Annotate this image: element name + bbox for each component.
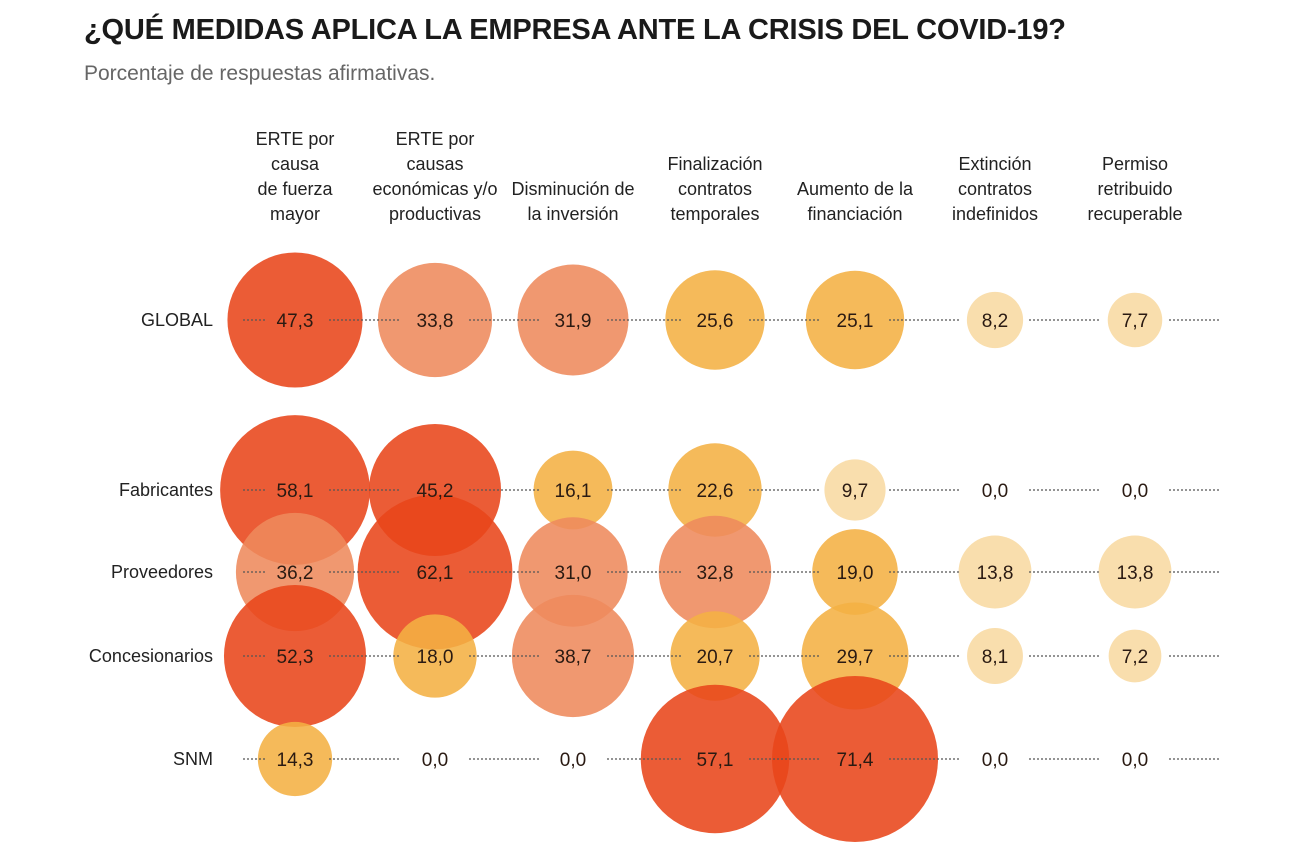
column-header: la inversión bbox=[527, 204, 618, 224]
column-header: Disminución de bbox=[511, 179, 634, 199]
bubble bbox=[668, 443, 762, 537]
value-label: 0,0 bbox=[1122, 750, 1148, 771]
column-header: retribuido bbox=[1097, 179, 1172, 199]
column-header: Finalización bbox=[667, 154, 762, 174]
bubble bbox=[772, 676, 938, 842]
value-label: 38,7 bbox=[555, 647, 592, 668]
column-header: ERTE por bbox=[256, 129, 335, 149]
value-label: 32,8 bbox=[697, 563, 734, 584]
value-label: 20,7 bbox=[697, 647, 734, 668]
column-header: causas bbox=[406, 154, 463, 174]
row-label: Proveedores bbox=[111, 562, 213, 582]
value-label: 7,7 bbox=[1122, 311, 1148, 332]
value-label: 13,8 bbox=[977, 563, 1014, 584]
value-label: 0,0 bbox=[1122, 481, 1148, 502]
column-header: financiación bbox=[807, 204, 902, 224]
bubble bbox=[966, 291, 1024, 349]
bubble bbox=[1107, 292, 1163, 348]
bubble bbox=[665, 270, 765, 370]
column-header: económicas y/o bbox=[372, 179, 497, 199]
value-label: 14,3 bbox=[277, 750, 314, 771]
value-label: 33,8 bbox=[417, 311, 454, 332]
bubble bbox=[805, 270, 905, 370]
column-header: temporales bbox=[670, 204, 759, 224]
value-label: 18,0 bbox=[417, 647, 454, 668]
value-label: 16,1 bbox=[555, 481, 592, 502]
value-label: 58,1 bbox=[277, 481, 314, 502]
bubble bbox=[958, 535, 1032, 609]
row-label: SNM bbox=[173, 749, 213, 769]
column-header: causa bbox=[271, 154, 320, 174]
bubble bbox=[670, 611, 760, 701]
column-header: mayor bbox=[270, 204, 320, 224]
column-header: ERTE por bbox=[396, 129, 475, 149]
value-label: 31,9 bbox=[555, 311, 592, 332]
column-header: Extinción bbox=[958, 154, 1031, 174]
column-header: recuperable bbox=[1087, 204, 1182, 224]
dotted-guides bbox=[243, 319, 1220, 760]
value-label: 0,0 bbox=[422, 750, 448, 771]
bubble bbox=[967, 628, 1023, 684]
value-label: 8,2 bbox=[982, 311, 1008, 332]
value-label: 52,3 bbox=[277, 647, 314, 668]
bubbles bbox=[220, 252, 1172, 842]
column-header: contratos bbox=[958, 179, 1032, 199]
column-header: Aumento de la bbox=[797, 179, 914, 199]
value-label: 0,0 bbox=[982, 481, 1008, 502]
bubble bbox=[257, 721, 333, 797]
value-label: 8,1 bbox=[982, 647, 1008, 668]
bubble bbox=[518, 517, 628, 627]
value-label: 31,0 bbox=[555, 563, 592, 584]
value-label: 25,1 bbox=[837, 311, 874, 332]
row-label: GLOBAL bbox=[141, 310, 213, 330]
value-label: 57,1 bbox=[697, 750, 734, 771]
column-header: productivas bbox=[389, 204, 481, 224]
bubble bbox=[658, 515, 772, 629]
bubble bbox=[393, 614, 477, 698]
bubble bbox=[533, 450, 613, 530]
value-label: 36,2 bbox=[277, 563, 314, 584]
value-label: 9,7 bbox=[842, 481, 868, 502]
row-label: Fabricantes bbox=[119, 480, 213, 500]
bubble bbox=[377, 262, 493, 378]
value-label: 47,3 bbox=[277, 311, 314, 332]
bubble bbox=[640, 684, 790, 834]
value-label: 0,0 bbox=[560, 750, 586, 771]
column-header: indefinidos bbox=[952, 204, 1038, 224]
bubble bbox=[357, 494, 513, 650]
row-label: Concesionarios bbox=[89, 646, 213, 666]
bubble bbox=[517, 264, 629, 376]
value-label: 45,2 bbox=[417, 481, 454, 502]
value-label: 29,7 bbox=[837, 647, 874, 668]
value-label: 13,8 bbox=[1117, 563, 1154, 584]
bubble bbox=[227, 252, 363, 388]
value-label: 19,0 bbox=[837, 563, 874, 584]
chart-title: ¿QUÉ MEDIDAS APLICA LA EMPRESA ANTE LA C… bbox=[84, 14, 1066, 46]
column-header: Permiso bbox=[1102, 154, 1168, 174]
chart-subtitle: Porcentaje de respuestas afirmativas. bbox=[84, 62, 436, 85]
bubble bbox=[511, 594, 635, 718]
value-label: 7,2 bbox=[1122, 647, 1148, 668]
value-label: 22,6 bbox=[697, 481, 734, 502]
column-header: contratos bbox=[678, 179, 752, 199]
bubble bbox=[1108, 629, 1162, 683]
bubble bbox=[1098, 535, 1172, 609]
column-header: de fuerza bbox=[257, 179, 333, 199]
value-label: 25,6 bbox=[697, 311, 734, 332]
bubble bbox=[812, 529, 898, 615]
bubble bbox=[824, 459, 886, 521]
value-label: 62,1 bbox=[417, 563, 454, 584]
labels: ERTE por causa de fuerza mayor ERTE por causa… bbox=[89, 129, 1183, 771]
value-label: 71,4 bbox=[837, 750, 874, 771]
bubble bbox=[223, 584, 367, 728]
value-label: 0,0 bbox=[982, 750, 1008, 771]
